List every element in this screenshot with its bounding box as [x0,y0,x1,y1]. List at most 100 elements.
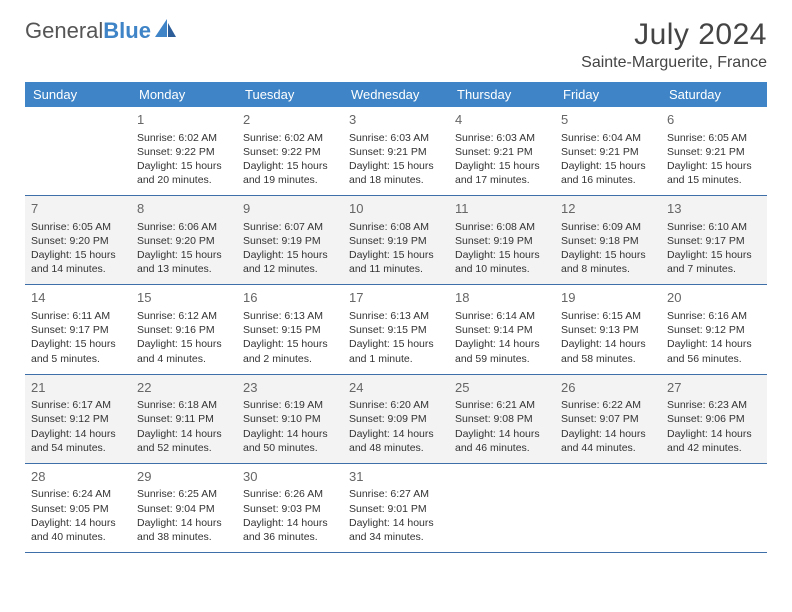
daylight-line: Daylight: 15 hours and 1 minute. [349,337,443,365]
calendar-day-cell [449,464,555,552]
calendar-day-cell: 26Sunrise: 6:22 AMSunset: 9:07 PMDayligh… [555,375,661,463]
daylight-line: Daylight: 14 hours and 40 minutes. [31,516,125,544]
sunset-line: Sunset: 9:22 PM [243,145,337,159]
calendar-week-row: 28Sunrise: 6:24 AMSunset: 9:05 PMDayligh… [25,464,767,553]
calendar-day-cell: 2Sunrise: 6:02 AMSunset: 9:22 PMDaylight… [237,107,343,195]
daylight-line: Daylight: 14 hours and 44 minutes. [561,427,655,455]
sunrise-line: Sunrise: 6:18 AM [137,398,231,412]
daylight-line: Daylight: 15 hours and 18 minutes. [349,159,443,187]
sunset-line: Sunset: 9:09 PM [349,412,443,426]
calendar-day-cell [25,107,131,195]
calendar-day-cell: 7Sunrise: 6:05 AMSunset: 9:20 PMDaylight… [25,196,131,284]
daylight-line: Daylight: 14 hours and 59 minutes. [455,337,549,365]
sunrise-line: Sunrise: 6:02 AM [137,131,231,145]
daylight-line: Daylight: 14 hours and 42 minutes. [667,427,761,455]
sunrise-line: Sunrise: 6:20 AM [349,398,443,412]
daylight-line: Daylight: 15 hours and 20 minutes. [137,159,231,187]
calendar-day-cell: 19Sunrise: 6:15 AMSunset: 9:13 PMDayligh… [555,285,661,373]
logo-word-2: Blue [103,18,151,43]
calendar-week-row: 14Sunrise: 6:11 AMSunset: 9:17 PMDayligh… [25,285,767,374]
title-block: July 2024 Sainte-Marguerite, France [581,18,767,72]
sunset-line: Sunset: 9:18 PM [561,234,655,248]
sunset-line: Sunset: 9:21 PM [349,145,443,159]
calendar-day-cell: 5Sunrise: 6:04 AMSunset: 9:21 PMDaylight… [555,107,661,195]
sunrise-line: Sunrise: 6:25 AM [137,487,231,501]
sunrise-line: Sunrise: 6:03 AM [455,131,549,145]
daylight-line: Daylight: 15 hours and 5 minutes. [31,337,125,365]
sunset-line: Sunset: 9:14 PM [455,323,549,337]
daylight-line: Daylight: 14 hours and 46 minutes. [455,427,549,455]
sunrise-line: Sunrise: 6:07 AM [243,220,337,234]
calendar-day-cell: 16Sunrise: 6:13 AMSunset: 9:15 PMDayligh… [237,285,343,373]
calendar-week-row: 21Sunrise: 6:17 AMSunset: 9:12 PMDayligh… [25,375,767,464]
day-number: 18 [455,289,549,307]
daylight-line: Daylight: 15 hours and 8 minutes. [561,248,655,276]
sunrise-line: Sunrise: 6:17 AM [31,398,125,412]
calendar-day-cell: 15Sunrise: 6:12 AMSunset: 9:16 PMDayligh… [131,285,237,373]
sunrise-line: Sunrise: 6:21 AM [455,398,549,412]
calendar-day-cell: 28Sunrise: 6:24 AMSunset: 9:05 PMDayligh… [25,464,131,552]
day-number: 25 [455,379,549,397]
sunrise-line: Sunrise: 6:14 AM [455,309,549,323]
sunset-line: Sunset: 9:15 PM [349,323,443,337]
day-number: 12 [561,200,655,218]
day-number: 14 [31,289,125,307]
calendar-day-cell: 24Sunrise: 6:20 AMSunset: 9:09 PMDayligh… [343,375,449,463]
sunrise-line: Sunrise: 6:27 AM [349,487,443,501]
calendar-day-cell: 8Sunrise: 6:06 AMSunset: 9:20 PMDaylight… [131,196,237,284]
sunset-line: Sunset: 9:08 PM [455,412,549,426]
day-number: 9 [243,200,337,218]
day-number: 11 [455,200,549,218]
calendar-day-cell: 27Sunrise: 6:23 AMSunset: 9:06 PMDayligh… [661,375,767,463]
logo-text: GeneralBlue [25,18,151,44]
sunset-line: Sunset: 9:06 PM [667,412,761,426]
logo-word-1: General [25,18,103,43]
sunrise-line: Sunrise: 6:16 AM [667,309,761,323]
calendar-header-cell: Thursday [449,82,555,107]
sunset-line: Sunset: 9:12 PM [31,412,125,426]
day-number: 4 [455,111,549,129]
daylight-line: Daylight: 15 hours and 15 minutes. [667,159,761,187]
calendar: SundayMondayTuesdayWednesdayThursdayFrid… [25,82,767,553]
day-number: 20 [667,289,761,307]
day-number: 10 [349,200,443,218]
day-number: 13 [667,200,761,218]
daylight-line: Daylight: 15 hours and 10 minutes. [455,248,549,276]
day-number: 24 [349,379,443,397]
calendar-week-row: 1Sunrise: 6:02 AMSunset: 9:22 PMDaylight… [25,107,767,196]
sunrise-line: Sunrise: 6:08 AM [349,220,443,234]
sunrise-line: Sunrise: 6:19 AM [243,398,337,412]
sunrise-line: Sunrise: 6:13 AM [243,309,337,323]
calendar-day-cell: 30Sunrise: 6:26 AMSunset: 9:03 PMDayligh… [237,464,343,552]
sunset-line: Sunset: 9:19 PM [349,234,443,248]
daylight-line: Daylight: 15 hours and 11 minutes. [349,248,443,276]
day-number: 16 [243,289,337,307]
sunset-line: Sunset: 9:21 PM [455,145,549,159]
sunrise-line: Sunrise: 6:12 AM [137,309,231,323]
day-number: 31 [349,468,443,486]
daylight-line: Daylight: 14 hours and 38 minutes. [137,516,231,544]
calendar-day-cell: 3 Sunrise: 6:03 AMSunset: 9:21 PMDaylight… [343,107,449,195]
day-number: 28 [31,468,125,486]
calendar-header-cell: Monday [131,82,237,107]
day-number: 17 [349,289,443,307]
day-number: 3 [349,111,443,129]
sunrise-line: Sunrise: 6:05 AM [667,131,761,145]
sunset-line: Sunset: 9:12 PM [667,323,761,337]
day-number: 7 [31,200,125,218]
daylight-line: Daylight: 14 hours and 50 minutes. [243,427,337,455]
calendar-day-cell: 21Sunrise: 6:17 AMSunset: 9:12 PMDayligh… [25,375,131,463]
day-number: 22 [137,379,231,397]
calendar-day-cell: 11Sunrise: 6:08 AMSunset: 9:19 PMDayligh… [449,196,555,284]
sunset-line: Sunset: 9:20 PM [31,234,125,248]
day-number: 29 [137,468,231,486]
calendar-header-cell: Sunday [25,82,131,107]
day-number: 8 [137,200,231,218]
calendar-day-cell: 17Sunrise: 6:13 AMSunset: 9:15 PMDayligh… [343,285,449,373]
sunrise-line: Sunrise: 6:03 AM [349,131,443,145]
sunrise-line: Sunrise: 6:09 AM [561,220,655,234]
location-label: Sainte-Marguerite, France [581,54,767,72]
sunset-line: Sunset: 9:20 PM [137,234,231,248]
calendar-day-cell: 20Sunrise: 6:16 AMSunset: 9:12 PMDayligh… [661,285,767,373]
daylight-line: Daylight: 15 hours and 17 minutes. [455,159,549,187]
